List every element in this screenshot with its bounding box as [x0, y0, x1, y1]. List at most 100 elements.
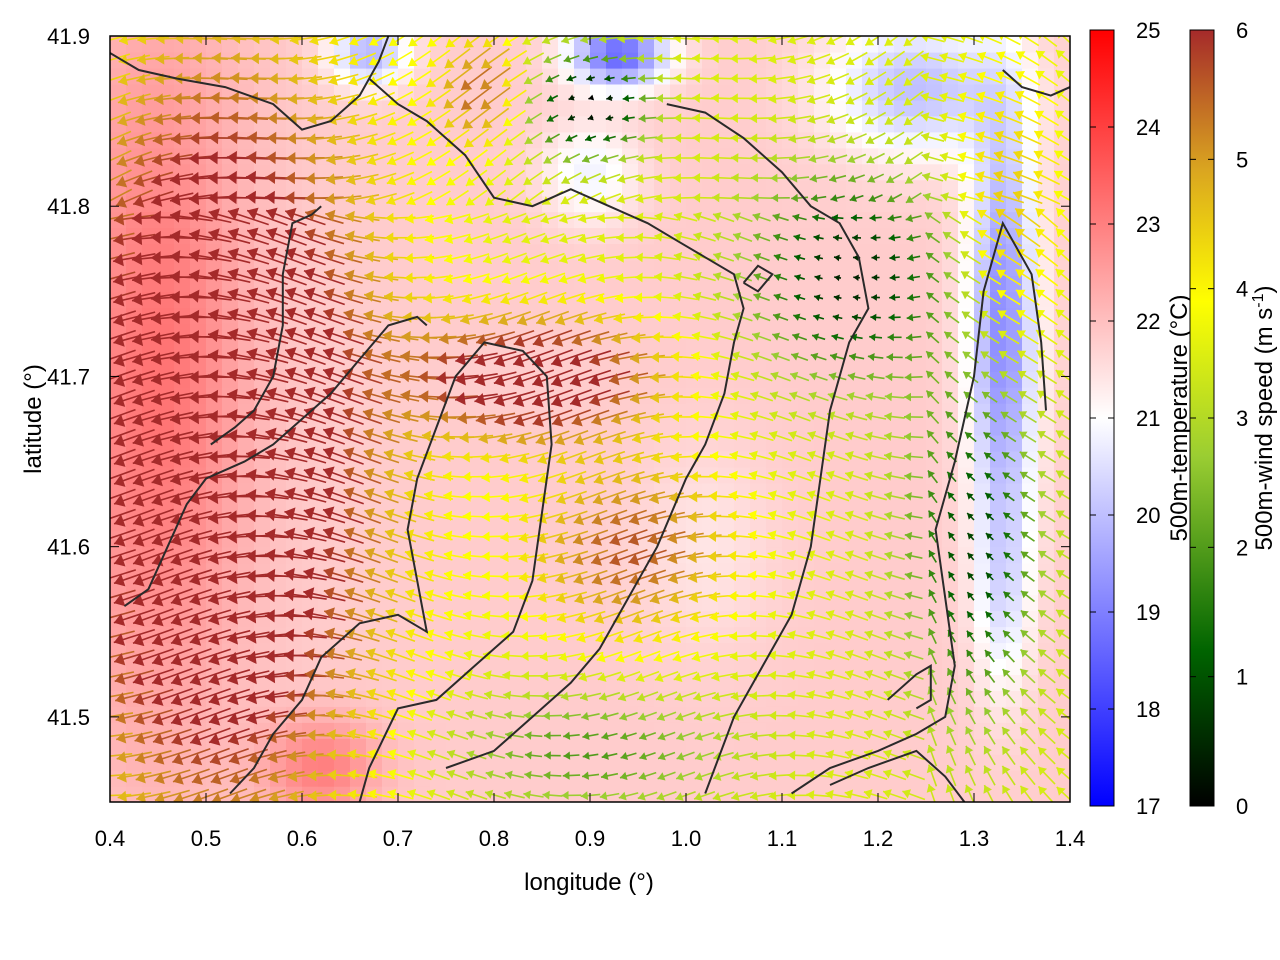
heatmap-cell	[238, 578, 255, 596]
heatmap-cell	[718, 658, 735, 675]
heatmap-cell	[430, 594, 447, 612]
heatmap-cell	[270, 514, 287, 532]
heatmap-cell	[798, 227, 815, 245]
heatmap-cell	[478, 147, 495, 165]
heatmap-cell	[254, 578, 271, 596]
heatmap-cell	[494, 738, 511, 755]
heatmap-cell	[734, 259, 751, 276]
heatmap-cell	[622, 307, 639, 324]
heatmap-cell	[318, 52, 335, 69]
heatmap-cell	[190, 498, 207, 516]
heatmap-cell	[398, 83, 415, 101]
heatmap-cell	[1022, 243, 1039, 261]
heatmap-cell	[942, 179, 959, 197]
heatmap-cell	[142, 450, 159, 468]
heatmap-cell	[142, 323, 159, 340]
heatmap-cell	[926, 594, 943, 612]
heatmap-cell	[510, 52, 527, 69]
heatmap-cell	[350, 211, 367, 229]
heatmap-cell	[446, 115, 463, 133]
heatmap-cell	[1054, 435, 1070, 452]
x-tick-label: 0.9	[575, 826, 606, 851]
heatmap-cell	[926, 642, 943, 659]
heatmap-cell	[814, 259, 831, 276]
heatmap-cell	[638, 179, 655, 197]
heatmap-cell	[254, 514, 271, 532]
heatmap-cell	[734, 530, 751, 548]
heatmap-cell	[254, 626, 271, 644]
heatmap-cell	[878, 722, 895, 739]
heatmap-cell	[302, 195, 319, 213]
heatmap-cell	[590, 770, 607, 787]
heatmap-cell	[110, 163, 127, 181]
heatmap-cell	[670, 738, 687, 755]
heatmap-cell	[446, 163, 463, 181]
heatmap-cell	[414, 291, 431, 308]
heatmap-cell	[398, 163, 415, 181]
heatmap-cell	[478, 578, 495, 596]
heatmap-cell	[990, 307, 1007, 324]
heatmap-cell	[910, 387, 927, 404]
heatmap-cell	[526, 610, 543, 628]
heatmap-cell	[462, 658, 479, 675]
heatmap-cell	[302, 147, 319, 165]
heatmap-cell	[622, 99, 639, 117]
heatmap-cell	[446, 403, 463, 420]
heatmap-cell	[254, 163, 271, 181]
heatmap-cell	[158, 259, 175, 276]
heatmap-cell	[1038, 514, 1055, 532]
heatmap-cell	[558, 770, 575, 787]
heatmap-cell	[910, 419, 927, 436]
y-tick-label: 41.6	[47, 535, 90, 560]
heatmap-cell	[638, 259, 655, 276]
heatmap-cell	[574, 738, 591, 755]
heatmap-cell	[478, 163, 495, 181]
heatmap-cell	[254, 594, 271, 612]
heatmap-cell	[894, 450, 911, 468]
heatmap-cell	[142, 706, 159, 723]
heatmap-cell	[558, 419, 575, 436]
heatmap-cell	[750, 67, 767, 85]
heatmap-cell	[158, 482, 175, 500]
heatmap-cell	[558, 243, 575, 261]
heatmap-cell	[654, 179, 671, 197]
heatmap-cell	[846, 291, 863, 308]
x-tick-label: 0.7	[383, 826, 414, 851]
x-tick-label: 0.6	[287, 826, 318, 851]
heatmap-cell	[894, 259, 911, 276]
heatmap-cell	[878, 594, 895, 612]
heatmap-cell	[526, 626, 543, 644]
heatmap-cell	[158, 227, 175, 245]
heatmap-cell	[510, 243, 527, 261]
heatmap-cell	[334, 131, 351, 149]
colorbar-tick-label: 25	[1136, 18, 1160, 43]
heatmap-cell	[398, 339, 415, 356]
heatmap-cell	[1022, 674, 1039, 691]
heatmap-cell	[430, 275, 447, 292]
heatmap-cell	[222, 179, 239, 197]
heatmap-cell	[478, 243, 495, 261]
heatmap-cell	[1022, 435, 1039, 452]
wind-colorbar-label: 500m-wind speed (m s-1)	[1250, 286, 1278, 551]
heatmap-cell	[894, 419, 911, 436]
heatmap-cell	[574, 482, 591, 500]
heatmap-cell	[542, 259, 559, 276]
heatmap-cell	[414, 610, 431, 628]
temperature-colorbar-label: 500m-temperature (°C)	[1166, 294, 1193, 541]
heatmap-cell	[686, 67, 703, 85]
heatmap-cell	[910, 546, 927, 564]
heatmap-cell	[574, 67, 591, 85]
heatmap-cell	[798, 291, 815, 308]
heatmap-cell	[958, 482, 975, 500]
heatmap-cell	[638, 387, 655, 404]
heatmap-cell	[350, 355, 367, 372]
heatmap-cell	[926, 674, 943, 691]
heatmap-cell	[878, 482, 895, 500]
colorbar-tick-label: 5	[1236, 147, 1248, 172]
colorbar-tick-label: 6	[1236, 18, 1248, 43]
heatmap-cell	[462, 514, 479, 532]
heatmap-cell	[894, 498, 911, 516]
heatmap-cell	[414, 419, 431, 436]
heatmap-cell	[606, 770, 623, 787]
heatmap-cell	[270, 738, 287, 755]
